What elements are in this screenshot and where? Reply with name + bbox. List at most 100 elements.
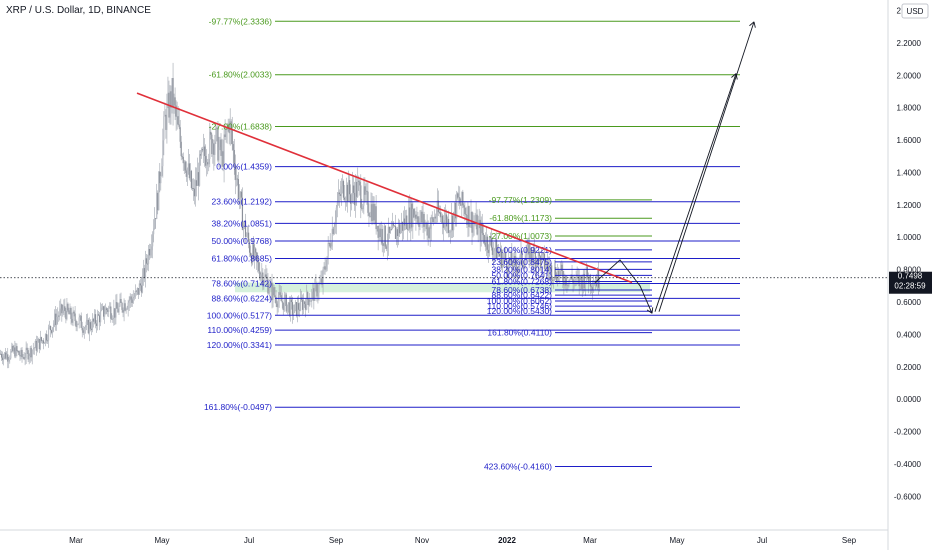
candle-body	[252, 244, 254, 264]
x-tick-label: Jul	[757, 536, 767, 545]
candle-body	[215, 127, 217, 142]
candle-body	[145, 258, 148, 264]
candle-body	[414, 214, 416, 218]
candle-body	[408, 207, 410, 231]
candle-body	[561, 264, 563, 272]
candle-body	[478, 219, 480, 223]
candle-body	[318, 284, 320, 293]
candle-body	[179, 127, 181, 142]
fib-level-label: 88.60%(0.6422)	[492, 290, 553, 300]
support-zone	[235, 282, 650, 293]
candle-body	[317, 292, 319, 297]
candle-body	[358, 180, 360, 182]
candle-body	[274, 295, 276, 298]
fib-level-label: -27.00%(1.6838)	[209, 121, 272, 131]
projection-path-down	[594, 259, 653, 314]
candle-body	[46, 340, 49, 342]
y-axis-ticks: 2.40002.20002.00001.80001.60001.40001.20…	[894, 7, 922, 502]
candle-body	[51, 330, 53, 333]
candle-body	[500, 249, 502, 257]
candle-body	[496, 251, 499, 259]
candle-body	[310, 299, 312, 302]
candle-body	[422, 213, 424, 223]
candle-body	[112, 318, 114, 320]
candle-body	[294, 302, 297, 305]
candle-body	[245, 235, 248, 237]
candle-body	[270, 282, 272, 284]
candle-body	[434, 216, 436, 219]
candle-body	[17, 350, 19, 352]
candle-body	[320, 278, 322, 283]
fib-level-label: -61.80%(2.0033)	[209, 70, 272, 80]
candle-body	[162, 140, 164, 167]
candle-body	[79, 315, 81, 318]
candle-body	[1, 353, 3, 358]
candle-body	[126, 308, 128, 310]
projection-path-up-2	[658, 21, 755, 312]
candle-body	[175, 105, 177, 117]
candle-body	[505, 252, 507, 261]
candle-body	[339, 194, 341, 196]
candle-body	[283, 297, 285, 311]
candle-body	[344, 199, 347, 201]
candle-body	[187, 163, 189, 169]
candle-body	[12, 345, 14, 352]
candle-body	[60, 304, 62, 309]
candle-body	[485, 236, 487, 247]
candle-body	[586, 266, 588, 278]
candle-body	[396, 229, 399, 237]
candle-body	[232, 144, 234, 150]
candle-body	[482, 233, 484, 235]
currency-badge[interactable]	[901, 3, 929, 19]
candle-body	[551, 265, 553, 280]
candle-body	[305, 304, 307, 310]
candle-body	[406, 215, 408, 230]
candle-body	[483, 234, 485, 243]
candle-body	[85, 321, 87, 328]
candle-body	[148, 249, 151, 256]
candle-body	[77, 323, 79, 325]
candle-body	[450, 231, 452, 233]
candle-body	[214, 141, 216, 155]
candle-body	[170, 91, 172, 108]
candle-body	[194, 180, 197, 197]
candle-body	[78, 317, 80, 324]
fib-level-label: 110.00%(0.5746)	[487, 301, 552, 311]
candle-body	[172, 78, 174, 108]
candle-body	[509, 257, 511, 262]
candle-body	[257, 260, 259, 263]
candle-body	[66, 303, 68, 320]
candle-body	[361, 207, 363, 210]
candle-body	[540, 254, 543, 268]
y-tick-label: 1.2000	[897, 201, 922, 210]
candle-body	[446, 218, 449, 227]
candle-body	[360, 185, 362, 208]
candle-body	[53, 323, 55, 328]
price-badge-value: 0.7498	[898, 272, 923, 281]
candle-body	[183, 161, 185, 164]
x-tick-label: Sep	[842, 536, 857, 545]
candle-body	[286, 304, 288, 312]
candle-body	[0, 353, 2, 355]
candle-body	[173, 97, 175, 108]
candle-body	[158, 171, 160, 211]
candle-body	[544, 267, 547, 269]
candle-body	[463, 205, 465, 208]
candle-body	[289, 299, 291, 316]
candle-body	[322, 268, 324, 285]
candle-body	[22, 357, 24, 358]
candle-body	[386, 244, 388, 249]
candle-body	[219, 139, 221, 148]
candle-body	[435, 215, 437, 219]
candle-body	[209, 131, 211, 159]
candle-body	[393, 225, 396, 227]
candle-body	[390, 229, 393, 230]
candle-body	[532, 247, 534, 262]
candle-body	[492, 250, 495, 255]
candle-body	[28, 356, 30, 360]
candle-body	[287, 302, 289, 305]
candle-body	[592, 285, 595, 290]
price-badge	[889, 271, 932, 294]
candle-body	[244, 221, 247, 237]
